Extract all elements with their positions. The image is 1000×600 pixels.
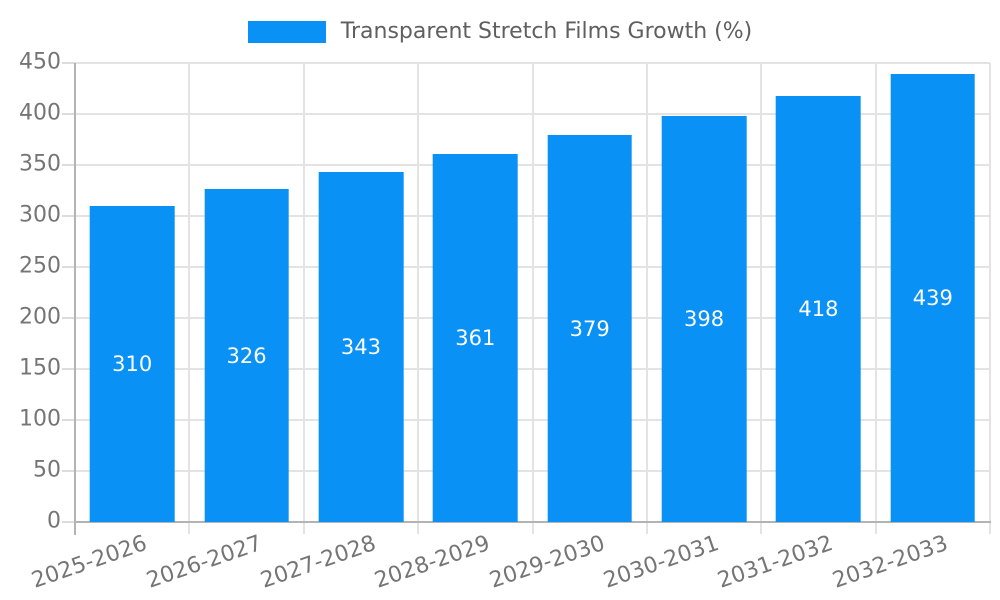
legend-label: Transparent Stretch Films Growth (%) xyxy=(340,19,753,44)
y-axis-label: 450 xyxy=(19,49,61,75)
y-axis-label: 150 xyxy=(19,355,61,381)
v-gridline xyxy=(417,63,420,534)
bar-value-label: 418 xyxy=(798,296,839,321)
y-axis-tick xyxy=(62,266,75,268)
y-axis-tick xyxy=(62,62,75,64)
x-axis-line xyxy=(74,521,991,523)
y-axis-label: 400 xyxy=(19,100,61,126)
y-axis-tick xyxy=(62,215,75,218)
bar[interactable]: 310 xyxy=(89,205,175,522)
x-axis-labels: 2025-2026 2026-2027 2027-2028 2028-2029 2029… xyxy=(29,531,990,600)
plot-area: 310 326 343 361 379 398 418 439 xyxy=(62,62,991,535)
bar-value-label: 326 xyxy=(226,343,267,368)
v-gridline xyxy=(302,63,305,534)
bar[interactable]: 439 xyxy=(890,74,976,522)
bar-value-label: 310 xyxy=(112,351,153,376)
bar[interactable]: 361 xyxy=(433,153,518,522)
bar[interactable]: 326 xyxy=(204,189,289,522)
bar-value-label: 379 xyxy=(569,316,610,341)
bar[interactable]: 379 xyxy=(547,135,632,522)
v-gridline xyxy=(760,63,763,534)
y-axis-label: 350 xyxy=(19,151,61,177)
y-axis-label: 50 xyxy=(33,457,61,483)
v-gridline xyxy=(531,63,534,534)
v-gridline xyxy=(874,63,877,534)
bar-value-label: 439 xyxy=(912,286,953,311)
y-axis-labels: 0 50 100 150 200 250 300 350 400 450 xyxy=(0,49,61,533)
bar-value-label: 361 xyxy=(455,325,496,350)
y-axis-label: 0 xyxy=(47,508,61,534)
y-axis-label: 100 xyxy=(19,406,61,432)
y-axis-label: 250 xyxy=(19,253,61,279)
chart-legend: Transparent Stretch Films Growth (%) xyxy=(0,19,1000,44)
bar[interactable]: 418 xyxy=(776,95,861,522)
y-axis-tick xyxy=(62,521,75,523)
y-axis-label: 300 xyxy=(19,202,61,228)
y-axis-line xyxy=(74,63,76,535)
v-gridline xyxy=(645,63,648,534)
y-axis-tick xyxy=(62,113,75,116)
y-axis-tick xyxy=(62,164,75,166)
y-axis-tick xyxy=(62,317,75,320)
v-gridline xyxy=(188,63,191,534)
v-gridline xyxy=(989,63,991,534)
y-axis-tick xyxy=(62,419,75,422)
y-axis-tick xyxy=(62,470,75,473)
y-axis-tick xyxy=(62,368,75,371)
bar-value-label: 343 xyxy=(340,335,381,360)
y-axis-label: 200 xyxy=(19,304,61,330)
bar-value-label: 398 xyxy=(684,307,725,332)
bar[interactable]: 398 xyxy=(661,116,747,522)
bar[interactable]: 343 xyxy=(318,172,404,522)
legend-swatch xyxy=(247,20,326,43)
